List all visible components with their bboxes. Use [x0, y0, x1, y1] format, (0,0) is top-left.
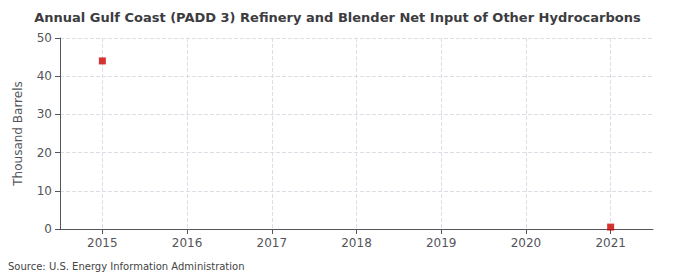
- svg-text:2020: 2020: [511, 236, 542, 250]
- svg-text:30: 30: [37, 107, 52, 121]
- svg-text:2018: 2018: [341, 236, 372, 250]
- svg-text:20: 20: [37, 146, 52, 160]
- svg-text:Thousand Barrels: Thousand Barrels: [11, 81, 25, 186]
- svg-text:2021: 2021: [595, 236, 626, 250]
- svg-text:Source: U.S. Energy Informatio: Source: U.S. Energy Information Administ…: [8, 261, 245, 272]
- svg-text:50: 50: [37, 31, 52, 45]
- svg-text:0: 0: [44, 222, 52, 236]
- svg-text:2017: 2017: [257, 236, 288, 250]
- svg-text:2015: 2015: [87, 236, 118, 250]
- svg-text:2019: 2019: [426, 236, 457, 250]
- svg-text:Annual Gulf Coast (PADD 3) Ref: Annual Gulf Coast (PADD 3) Refinery and …: [34, 10, 641, 25]
- svg-text:40: 40: [37, 69, 52, 83]
- svg-text:2016: 2016: [172, 236, 203, 250]
- svg-text:10: 10: [37, 184, 52, 198]
